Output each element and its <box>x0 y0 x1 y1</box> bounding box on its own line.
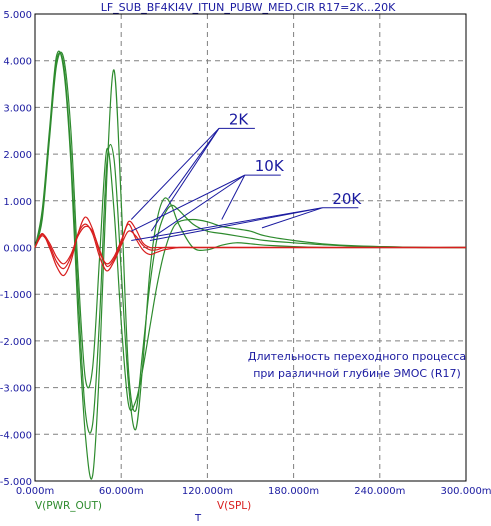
annotation-leader <box>168 128 220 199</box>
x-tick-label: 60.000m <box>99 486 144 497</box>
y-tick-label: 3.000 <box>3 103 32 114</box>
legend-pwr-out: V(PWR_OUT) <box>35 500 102 512</box>
annotation-leader <box>131 174 245 232</box>
annotation-leader <box>130 128 220 220</box>
x-tick-label: 120.000m <box>182 486 233 497</box>
y-tick-label: -3.000 <box>0 384 32 395</box>
y-tick-label: 0.000 <box>3 244 32 255</box>
annotation-leader <box>261 207 323 229</box>
y-tick-label: 4.000 <box>3 57 32 68</box>
spl-curve-5 <box>34 220 466 268</box>
y-tick-label: -2.000 <box>0 337 32 348</box>
y-tick-label: -4.000 <box>0 430 32 441</box>
x-tick-label: 180.000m <box>268 486 319 497</box>
y-tick-label: 5.000 <box>3 10 32 21</box>
y-tick-label: 1.000 <box>3 197 32 208</box>
series-lines <box>34 50 467 480</box>
annotation-leader <box>149 207 323 241</box>
axis-ticks: 0.000m 60.000m 120.000m 180.000m 240.000m 300… <box>0 10 491 497</box>
pwr-out-curve-2 <box>34 52 466 434</box>
x-tick-label: 240.000m <box>354 486 405 497</box>
note-line-1: Длительность переходного процесса <box>248 350 466 363</box>
x-tick-label: 0.000m <box>16 486 54 497</box>
annotation-label: 2K <box>229 110 250 128</box>
y-tick-label: -1.000 <box>0 290 32 301</box>
annotation-label: 10K <box>255 157 285 175</box>
grid <box>35 14 466 481</box>
annotation-leader <box>221 174 246 220</box>
note-line-2: при различной глубине ЭМОС (R17) <box>253 367 461 380</box>
chart-title: LF_SUB_BF4KI4V_ITUN_PUBW_MED.CIR R17=2K.… <box>101 1 396 14</box>
legend-spl: V(SPL) <box>217 500 251 512</box>
annotation-label: 20K <box>332 190 362 208</box>
x-tick-label: 300.000m <box>440 486 491 497</box>
annotations: 2K 10K 20K <box>130 110 362 241</box>
y-tick-label: -5.000 <box>0 477 32 488</box>
annotation-leader <box>151 174 246 239</box>
annotation-leader <box>131 207 323 241</box>
y-tick-label: 2.000 <box>3 150 32 161</box>
annotation-leader <box>150 128 220 232</box>
x-axis-label: T <box>194 513 202 524</box>
